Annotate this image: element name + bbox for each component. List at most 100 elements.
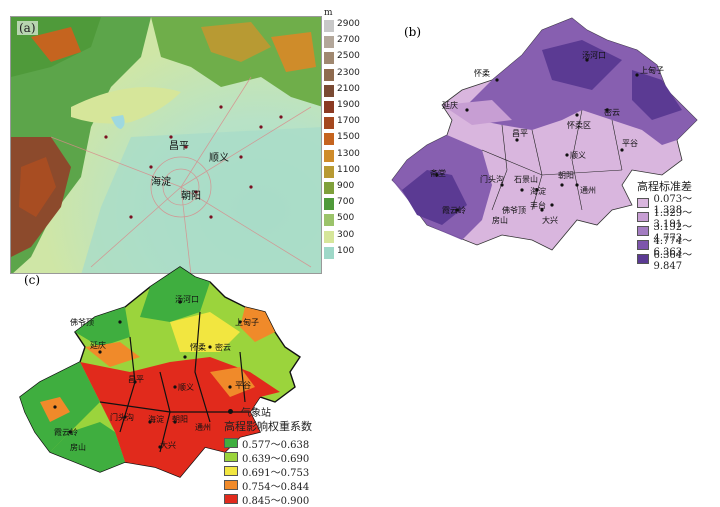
elevation-legend-swatch: [324, 165, 334, 178]
elevation-legend-swatch: [324, 246, 334, 259]
std-dev-legend-label: 3.192～4.773: [653, 222, 693, 244]
elevation-legend-tick: 2900: [337, 19, 360, 29]
std-dev-place-label: 上甸子: [640, 66, 664, 75]
weight-place-label: 海淀: [148, 415, 164, 424]
weight-legend-label: 0.639～0.690: [242, 453, 310, 465]
std-dev-legend-swatch: [637, 254, 650, 264]
std-dev-place-label: 密云: [604, 108, 620, 117]
weight-place-label: 昌平: [128, 375, 144, 384]
weight-place-label: 平谷: [235, 381, 251, 390]
std-dev-place-label: 门头沟: [480, 175, 504, 184]
elevation-legend-tick: 500: [337, 213, 355, 224]
std-dev-legend-title: 高程标准差: [637, 180, 692, 193]
elevation-legend-swatch: [324, 20, 334, 32]
weight-place-label: 霞云岭: [54, 428, 78, 437]
elevation-legend-tick: 1100: [337, 164, 360, 175]
weight-legend-label: 0.577～0.638: [242, 439, 310, 451]
elevation-legend-tick: 100: [337, 245, 355, 256]
std-dev-place-label: 平谷: [622, 139, 638, 148]
std-dev-place-label: 丰台: [530, 201, 546, 210]
std-dev-legend-label: 4.774～6.363: [653, 236, 693, 258]
std-dev-legend-swatch: [637, 240, 650, 250]
place-label-changping: 昌平: [169, 141, 189, 152]
elevation-legend-tick: 900: [337, 181, 355, 191]
std-dev-legend-row: 0.073～1.328: [637, 194, 712, 216]
std-dev-place-label: 汤河口: [582, 51, 606, 60]
std-dev-place-label: 顺义: [570, 151, 586, 160]
elevation-legend-tick: 300: [337, 229, 355, 240]
elevation-legend-swatch: [324, 198, 334, 211]
std-dev-legend-row: 4.774～6.363: [637, 236, 712, 258]
station-dot-icon: [228, 408, 233, 414]
weight-legend: 气象站 高程影响权重系数 0.577～0.638 0.639～0.690 0.691…: [224, 404, 312, 507]
std-dev-place-label: 佛爷顶: [502, 206, 526, 215]
std-dev-place-label: 延庆: [442, 101, 458, 110]
std-dev-legend-row: 3.192～4.773: [637, 222, 712, 244]
std-dev-place-label: 怀柔区: [567, 121, 591, 130]
elevation-legend-swatch: [324, 182, 334, 194]
weight-place-label: 通州: [195, 423, 211, 432]
weight-legend-row: 0.691～0.753: [224, 464, 312, 479]
elevation-legend-swatch: [324, 117, 334, 130]
weight-legend-swatch: [224, 480, 238, 490]
std-dev-place-label: 霞云岭: [442, 206, 466, 215]
weight-place-label: 门头沟: [110, 413, 134, 422]
std-dev-place-label: 斋堂: [430, 169, 446, 178]
elevation-legend-swatch: [324, 84, 334, 97]
weight-place-label: 朝阳: [172, 415, 188, 424]
weight-legend-title: 高程影响权重系数: [224, 420, 312, 433]
std-dev-legend: 高程标准差 0.073～1.328 1.329～3.191 3.192～4.773 4…: [637, 178, 712, 272]
elevation-unit: m: [324, 8, 333, 18]
std-dev-place-label: 昌平: [512, 129, 528, 138]
weight-legend-row: 0.577～0.638: [224, 436, 312, 451]
elevation-legend-swatch: [324, 52, 334, 65]
weight-legend-label: 0.691～0.753: [242, 467, 310, 479]
elevation-legend-swatch: [324, 133, 334, 146]
std-dev-legend-label: 0.073～1.328: [653, 194, 693, 216]
weight-place-label: 密云: [215, 343, 231, 352]
std-dev-map-panel: (b) 延庆 怀柔 汤河口 上甸子 密云 怀柔区 平谷 昌平 顺义 门头沟 石景山 海淀 朝阳 通州 丰台大…: [382, 10, 712, 272]
std-dev-place-label: 海淀: [530, 187, 546, 196]
weight-legend-swatch: [224, 452, 238, 462]
panel-b-label: (b): [404, 25, 421, 39]
weight-place-label: 延庆: [90, 341, 106, 350]
panel-c-label: (c): [24, 273, 40, 287]
weight-place-label: 佛爷顶: [70, 318, 94, 327]
elevation-legend-tick: 700: [337, 197, 355, 208]
elevation-legend-swatch: [324, 101, 334, 113]
place-label-haidian: 海淀: [151, 177, 171, 188]
elevation-legend-swatch: [324, 214, 334, 227]
elevation-legend-tick: 2100: [337, 83, 360, 94]
elevation-legend-swatch: [324, 230, 334, 243]
elevation-legend-tick: 1700: [337, 116, 360, 127]
weight-legend-swatch: [224, 438, 238, 448]
station-legend-row: 气象站: [224, 404, 312, 419]
std-dev-place-label: 怀柔: [474, 69, 490, 78]
std-dev-place-label: 大兴: [542, 216, 558, 225]
std-dev-legend-swatch: [637, 226, 650, 236]
elevation-legend-tick: 2300: [337, 67, 360, 78]
weight-place-label: 怀柔: [190, 343, 206, 352]
elevation-legend-swatch: [324, 68, 334, 81]
elevation-legend-swatch: [324, 149, 334, 162]
std-dev-legend-label: 6.364～9.847: [653, 250, 693, 272]
elevation-legend-tick: 1500: [337, 132, 360, 143]
weight-place-label: 房山: [70, 443, 86, 452]
elevation-legend-tick: 2700: [337, 35, 360, 46]
std-dev-place-label: 通州: [580, 186, 596, 195]
elevation-legend-tick: 2500: [337, 51, 360, 62]
std-dev-map-image: (b): [391, 17, 698, 251]
weight-legend-swatch: [224, 466, 238, 476]
weight-legend-row: 0.639～0.690: [224, 450, 312, 465]
std-dev-place-label: 朝阳: [558, 171, 574, 180]
weight-legend-row: 0.845～0.900: [224, 492, 312, 507]
station-legend-label: 气象站: [241, 407, 271, 419]
weight-legend-row: 0.754～0.844: [224, 478, 312, 493]
elevation-legend: m 2900 2700 2500 2300 2100 1900 1700 1500 1300 11…: [322, 8, 362, 268]
weight-place-label: 汤河口: [175, 295, 199, 304]
std-dev-legend-swatch: [637, 212, 650, 222]
weight-place-label: 大兴: [160, 441, 176, 450]
std-dev-legend-row: 1.329～3.191: [637, 208, 712, 230]
std-dev-legend-swatch: [637, 198, 650, 208]
weight-coefficient-map-panel: (c) 汤河口 延庆 佛爷顶 上甸子 怀柔 密云 昌平 顺义 平谷 霞云岭 门头沟 海淀 朝阳 通州 房山 大…: [10, 262, 342, 507]
